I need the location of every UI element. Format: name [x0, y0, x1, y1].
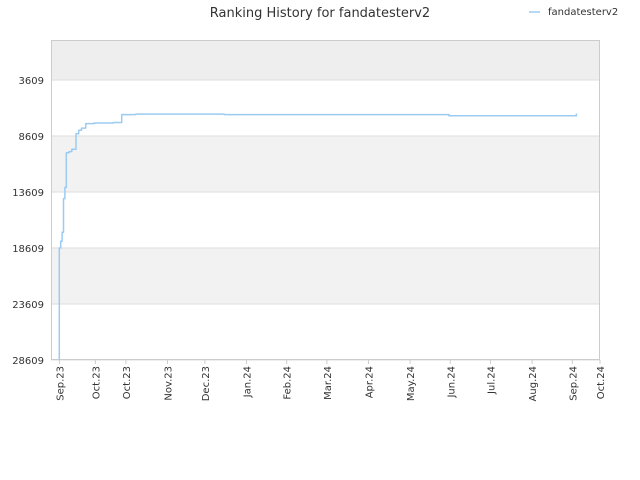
band-0: [51, 80, 600, 136]
x-tick-label: Jan.24: [242, 366, 253, 398]
band-top: [51, 40, 600, 80]
x-tick-label: Dec.23: [201, 366, 212, 401]
series-layer: [58, 113, 578, 360]
x-tick-label: May.24: [406, 366, 417, 401]
y-tick-label: 23609: [12, 300, 44, 311]
y-tick-labels: 3609 8609 13609 18609 23609 28609: [12, 76, 44, 367]
x-tick-label: Aug.24: [528, 366, 539, 401]
plot-frame: [51, 40, 600, 360]
legend-label: fandatesterv2: [548, 7, 618, 18]
legend[interactable]: fandatesterv2: [529, 7, 618, 18]
band-3: [51, 248, 600, 304]
x-tick-labels: Sep.23 Oct.23 Oct.23 Nov.23 Dec.23 Jan.24 Feb.…: [55, 366, 607, 401]
y-tick-label: 18609: [12, 244, 44, 255]
x-tick-label: Oct.24: [596, 366, 607, 399]
x-tick-label: Mar.24: [323, 366, 334, 400]
x-tick-label: Apr.24: [364, 366, 375, 398]
x-tick-label: Jul.24: [486, 366, 497, 395]
x-tick-label: Oct.23: [91, 366, 102, 399]
axes: [51, 40, 601, 364]
chart-title: Ranking History for fandatesterv2: [210, 6, 430, 21]
x-tick-label: Feb.24: [283, 366, 294, 400]
y-tick-label: 8609: [19, 132, 44, 143]
x-tick-label: Sep.23: [55, 366, 66, 401]
series-line-0: [58, 113, 578, 360]
y-tick-label: 3609: [19, 76, 44, 87]
x-tick-label: Jun.24: [446, 366, 457, 399]
y-tick-label: 13609: [12, 188, 44, 199]
x-tick-label: Nov.23: [163, 366, 174, 401]
band-4: [51, 304, 600, 360]
band-2: [51, 192, 600, 248]
band-1: [51, 136, 600, 192]
y-tick-label: 28609: [12, 356, 44, 367]
x-tick-label: Sep.24: [568, 366, 579, 401]
plot-bands: [51, 40, 600, 360]
x-tick-label: Oct.23: [122, 366, 133, 399]
